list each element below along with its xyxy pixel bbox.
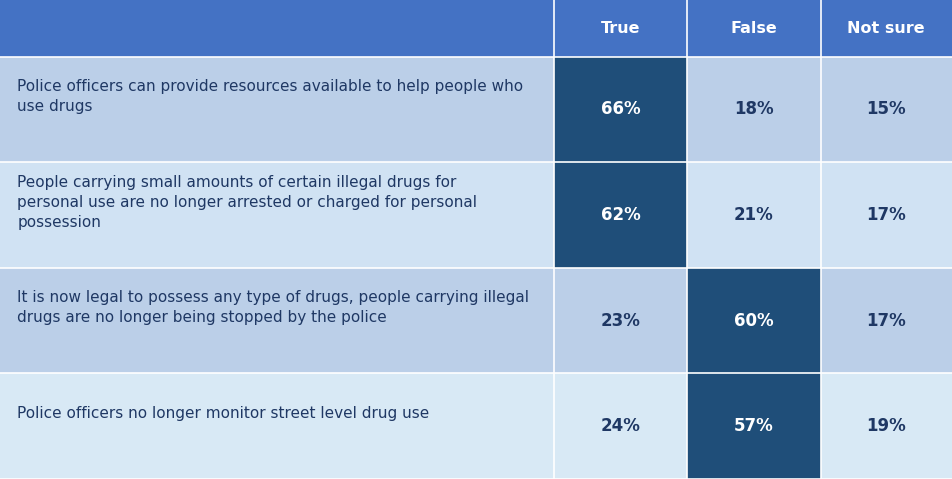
Bar [554,162,687,268]
Bar [821,374,952,479]
Text: 57%: 57% [734,417,774,435]
Bar [0,57,554,162]
Text: Police officers no longer monitor street level drug use: Police officers no longer monitor street… [17,406,429,421]
Text: Police officers can provide resources available to help people who
use drugs: Police officers can provide resources av… [17,79,524,114]
Text: 24%: 24% [601,417,641,435]
Text: 17%: 17% [866,206,906,224]
Text: 60%: 60% [734,311,774,330]
Bar [687,0,821,57]
Bar [687,162,821,268]
Text: 17%: 17% [866,311,906,330]
Bar [0,374,554,479]
Bar [687,374,821,479]
Text: False: False [730,21,778,36]
Text: Not sure: Not sure [847,21,925,36]
Text: 15%: 15% [866,100,906,118]
Text: People carrying small amounts of certain illegal drugs for
personal use are no l: People carrying small amounts of certain… [17,175,477,229]
Bar [687,374,821,479]
Text: 18%: 18% [734,100,774,118]
Bar [821,162,952,268]
Bar [554,57,687,162]
Bar [821,268,952,374]
Bar [0,268,554,374]
Bar [0,0,554,57]
Bar [687,57,821,162]
Bar [687,268,821,374]
Bar [554,162,687,268]
Bar [821,0,952,57]
Bar [554,268,687,374]
Text: 21%: 21% [734,206,774,224]
Text: True: True [601,21,641,36]
Bar [554,0,687,57]
Text: 19%: 19% [866,417,906,435]
Text: 62%: 62% [601,206,641,224]
Bar [554,57,687,162]
Bar [821,57,952,162]
Text: 23%: 23% [601,311,641,330]
Bar [687,268,821,374]
Text: 66%: 66% [601,100,641,118]
Bar [0,162,554,268]
Text: It is now legal to possess any type of drugs, people carrying illegal
drugs are : It is now legal to possess any type of d… [17,290,529,325]
Bar [554,374,687,479]
